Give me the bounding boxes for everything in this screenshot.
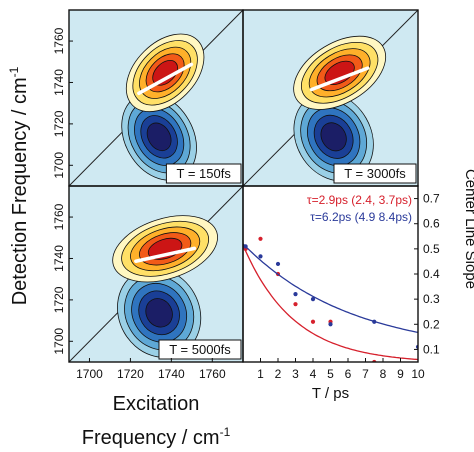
y-axis-label: Detection Frequency / cm-1 [7, 66, 31, 305]
data-point-blue [372, 319, 377, 324]
x-tick-label: 3 [292, 367, 299, 381]
center-line [137, 62, 194, 96]
center-line [134, 246, 197, 264]
x-tick-label: 6 [345, 367, 352, 381]
x-tick-label: 9 [397, 367, 404, 381]
delay-time-box [165, 163, 242, 184]
y-tick-label: 1720 [52, 110, 66, 137]
legend-entry: τ=6.2ps (4.9 8.4ps) [310, 210, 412, 224]
x-tick-label: 8 [380, 367, 387, 381]
y-tick-label: 0.2 [423, 317, 440, 331]
spectrum-plot-area [243, 10, 418, 186]
slope-decay-panel: τ=2.9ps (2.4, 3.7ps) τ=6.2ps (4.9 8.4ps) [243, 193, 418, 362]
y-tick-label: 1700 [52, 152, 66, 179]
y-tick-label: 1760 [52, 27, 66, 54]
slope-plot-area [243, 236, 418, 362]
y-tick-label: 0.5 [423, 242, 440, 256]
x-axis-label-line2-text: Frequency / cm [82, 427, 220, 449]
positive-contour [324, 60, 355, 85]
delay-time-box [158, 339, 242, 360]
spectrum-plot-area [69, 10, 243, 186]
x-tick-label: 1700 [76, 367, 103, 381]
fit-curve-red [243, 244, 418, 361]
delay-time-label: T = 150fs [177, 166, 232, 181]
y-tick-label: 0.3 [423, 292, 440, 306]
data-point-blue [310, 297, 316, 302]
delay-time-label: T = 3000fs [344, 166, 406, 181]
delay-time-box [333, 163, 417, 184]
y-tick-label: 0.6 [423, 217, 440, 231]
x-tick-label: 1720 [117, 367, 144, 381]
x-tick-label: 5 [327, 367, 334, 381]
center-line [309, 66, 370, 92]
data-point-blue [243, 244, 248, 249]
x-tick-label: 4 [310, 367, 317, 381]
x-tick-label: 10 [411, 367, 425, 381]
data-point-blue [275, 261, 281, 267]
fit-curve-blue [243, 243, 418, 334]
data-point-blue [293, 292, 298, 297]
y-axis-label-text: Detection Frequency / cm [9, 77, 31, 305]
y-tick-label: 0.1 [423, 342, 440, 356]
y-tick-label: 0.4 [423, 267, 440, 281]
data-point-red [293, 302, 298, 307]
x-axis-label-line2-superscript: -1 [220, 425, 231, 439]
x-axis-label-line1: Excitation [113, 393, 200, 415]
y-tick-label: 1720 [52, 286, 66, 313]
x-axis-label-line2: Frequency / cm-1 [82, 425, 231, 449]
negative-contour [145, 298, 173, 328]
y-axis-label-superscript: -1 [7, 66, 21, 77]
data-point-blue [258, 254, 263, 259]
y-tick-label: 1760 [52, 203, 66, 230]
x-tick-label: 1740 [158, 367, 185, 381]
spectrum-panel-5000fs: T = 5000fs [69, 186, 243, 362]
legend-entry: τ=2.9ps (2.4, 3.7ps) [307, 193, 412, 207]
spectrum-panel-150fs: T = 150fs [69, 10, 243, 186]
y-tick-label: 1740 [52, 69, 66, 96]
negative-contour [146, 122, 172, 152]
data-point-red [258, 236, 263, 241]
x-tick-label: 2 [275, 367, 282, 381]
slope-x-axis-title: T / ps [312, 385, 349, 402]
data-point-red [310, 319, 316, 324]
x-tick-label: 7 [362, 367, 369, 381]
x-tick-label: 1 [257, 367, 264, 381]
x-tick-label: 1760 [199, 367, 226, 381]
spectrum-panel-3000fs: T = 3000fs [243, 10, 418, 186]
y-tick-label: 1700 [52, 328, 66, 355]
negative-contour [320, 122, 347, 152]
data-point-blue [328, 322, 333, 327]
slope-y-axis-title: Center Line Slope [462, 169, 474, 289]
y-tick-label: 1740 [52, 245, 66, 272]
spectrum-plot-area [69, 186, 243, 362]
delay-time-label: T = 5000fs [169, 342, 231, 357]
y-tick-label: 0.7 [423, 192, 440, 206]
